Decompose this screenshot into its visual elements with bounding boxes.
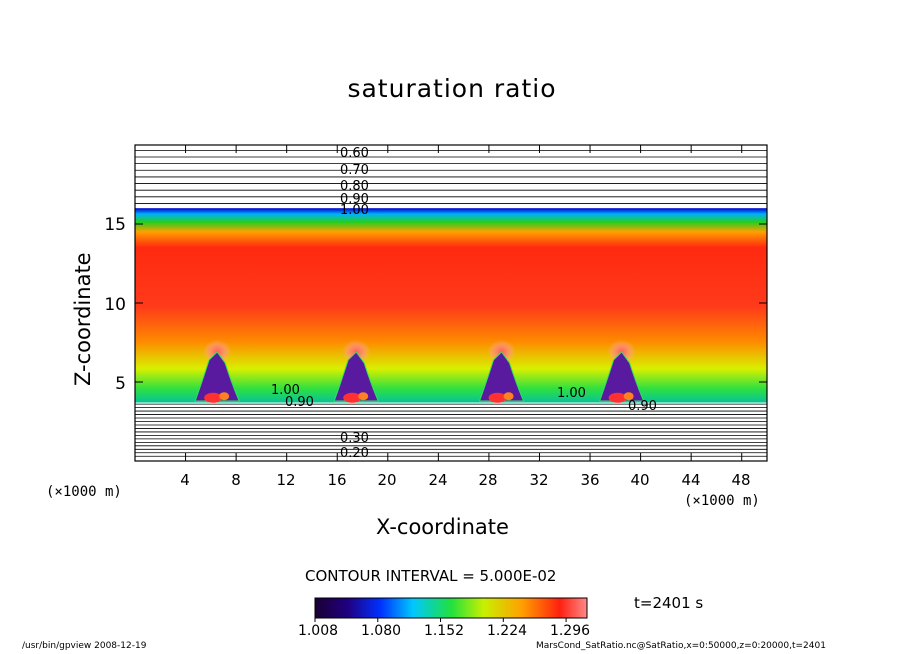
cloud-core: [608, 392, 627, 403]
contour-label: 0.60: [340, 146, 369, 161]
axis-ticks: [135, 145, 767, 461]
colorbar-tick-label: 1.224: [486, 623, 528, 639]
cloud-core: [503, 392, 514, 401]
colorbar: [314, 597, 588, 619]
colorbar-tick-label: 1.152: [423, 623, 465, 639]
x-tick-label: 8: [231, 471, 241, 489]
footer-source: MarsCond_SatRatio.nc@SatRatio,x=0:50000,…: [536, 641, 826, 651]
supersaturated-band: [135, 208, 767, 405]
x-tick-label: 44: [681, 471, 701, 489]
cloud-core: [204, 392, 223, 403]
cloud-core: [219, 392, 230, 401]
time-label: t=2401 s: [634, 594, 704, 612]
x-tick-label: 24: [428, 471, 448, 489]
contour-label: 0.90: [628, 399, 657, 414]
cloud-column: [333, 351, 379, 402]
contour-label: 0.90: [285, 395, 314, 410]
x-tick-label: 36: [580, 471, 600, 489]
y-tick-label: 10: [104, 295, 126, 315]
x-tick-label: 16: [327, 471, 347, 489]
colorbar-ticks: [314, 618, 567, 622]
x-tick-label: 40: [630, 471, 650, 489]
x-tick-label: 12: [276, 471, 296, 489]
cloud-core: [343, 392, 362, 403]
footer-command: /usr/bin/gpview 2008-12-19: [22, 641, 147, 651]
y-axis-title: Z-coordinate: [71, 252, 95, 386]
x-tick-label: 48: [731, 471, 751, 489]
cloud-column: [478, 351, 525, 402]
cloud-core: [623, 392, 634, 401]
contour-label: 0.70: [340, 163, 369, 178]
contour-label: 0.80: [340, 179, 369, 194]
x-tick-label: 32: [529, 471, 549, 489]
y-unit-label: (×1000 m): [46, 484, 122, 500]
x-axis-title: X-coordinate: [376, 515, 509, 539]
x-tick-label: 4: [180, 471, 190, 489]
cloud-core: [358, 392, 369, 401]
y-tick-label: 5: [115, 374, 126, 394]
contour-interval-label: CONTOUR INTERVAL = 5.000E-02: [305, 567, 557, 585]
contour-label: 0.90: [340, 192, 369, 207]
cloud-column: [194, 351, 240, 402]
contour-label: 1.00: [340, 203, 369, 218]
colorbar-tick-label: 1.296: [549, 623, 591, 639]
contour-label: 0.30: [340, 431, 369, 446]
contour-label: 1.00: [557, 386, 586, 401]
contour-label: 0.20: [340, 446, 369, 461]
saturation-field: [135, 149, 767, 461]
colorbar-tick-label: 1.008: [297, 623, 339, 639]
contour-label: 1.00: [271, 383, 300, 398]
cloud-column: [598, 351, 645, 402]
x-unit-label: (×1000 m): [684, 493, 760, 509]
colorbar-tick-label: 1.080: [360, 623, 402, 639]
x-tick-label: 20: [377, 471, 397, 489]
y-tick-label: 15: [104, 215, 126, 235]
x-tick-label: 28: [478, 471, 498, 489]
chart-title: saturation ratio: [347, 74, 557, 103]
cloud-core: [488, 392, 507, 403]
